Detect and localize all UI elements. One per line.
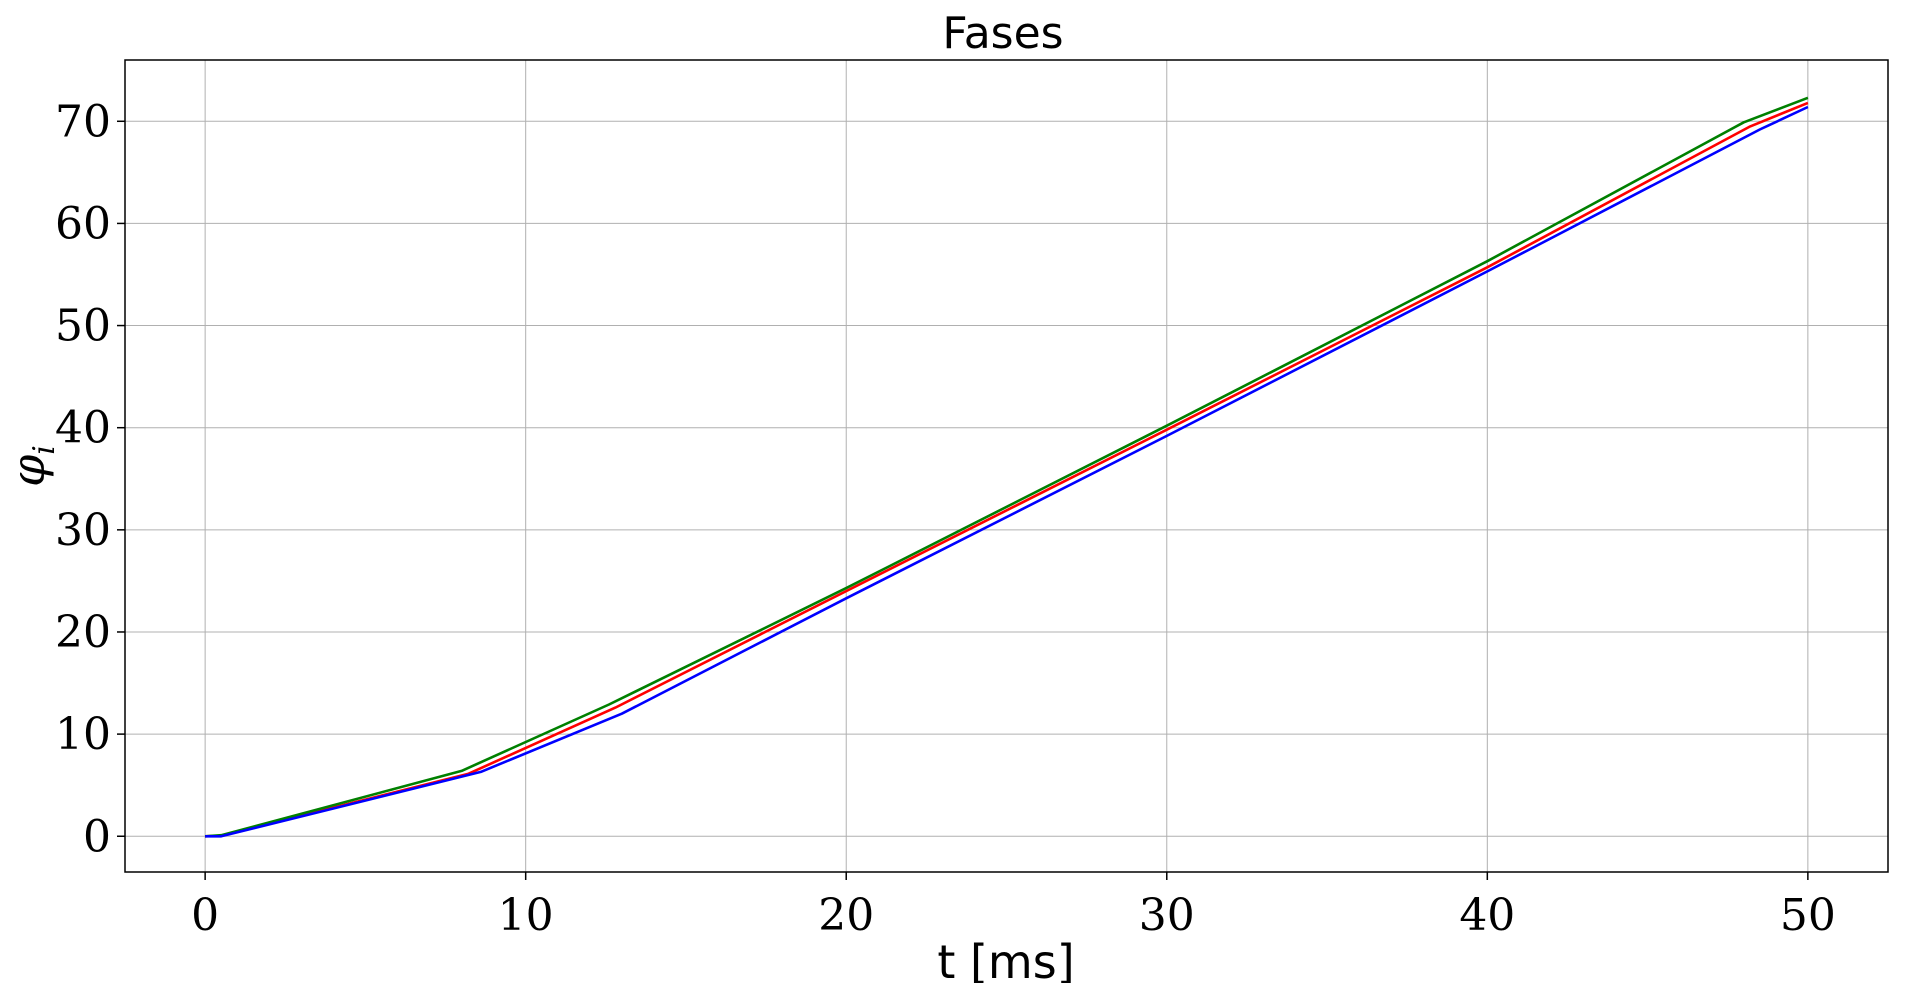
y-axis-label-subscript: i — [27, 445, 62, 455]
series-line-2 — [205, 105, 1809, 838]
x-tick-label-0: 0 — [191, 890, 219, 941]
x-axis-label: t [ms] — [937, 935, 1074, 983]
y-tick-label-0: 0 — [83, 811, 111, 862]
x-tick-label-1: 10 — [498, 890, 554, 941]
y-tick-label-7: 70 — [55, 96, 111, 147]
grid — [125, 60, 1888, 872]
y-tick-label-4: 40 — [55, 403, 111, 454]
chart-title: Fases — [942, 8, 1063, 59]
y-tick-label-2: 20 — [55, 607, 111, 658]
x-tick-label-2: 20 — [818, 890, 874, 941]
y-tick-label-3: 30 — [55, 505, 111, 556]
y-tick-label-1: 10 — [55, 709, 111, 760]
series-line-0 — [205, 101, 1809, 838]
series-group — [205, 96, 1809, 838]
x-tick-label-5: 50 — [1780, 890, 1836, 941]
x-axis: 0 10 20 30 40 50 — [191, 872, 1836, 941]
y-tick-label-5: 50 — [55, 301, 111, 352]
y-axis-label-symbol: φ — [1, 454, 55, 487]
y-axis-label: φi — [1, 445, 62, 487]
x-tick-label-4: 40 — [1459, 890, 1515, 941]
y-axis: 0 10 20 30 40 50 60 70 — [55, 96, 125, 862]
series-line-1 — [205, 96, 1809, 838]
plot-area-frame — [124, 59, 1889, 873]
x-tick-label-3: 30 — [1139, 890, 1195, 941]
y-tick-label-6: 60 — [55, 198, 111, 249]
